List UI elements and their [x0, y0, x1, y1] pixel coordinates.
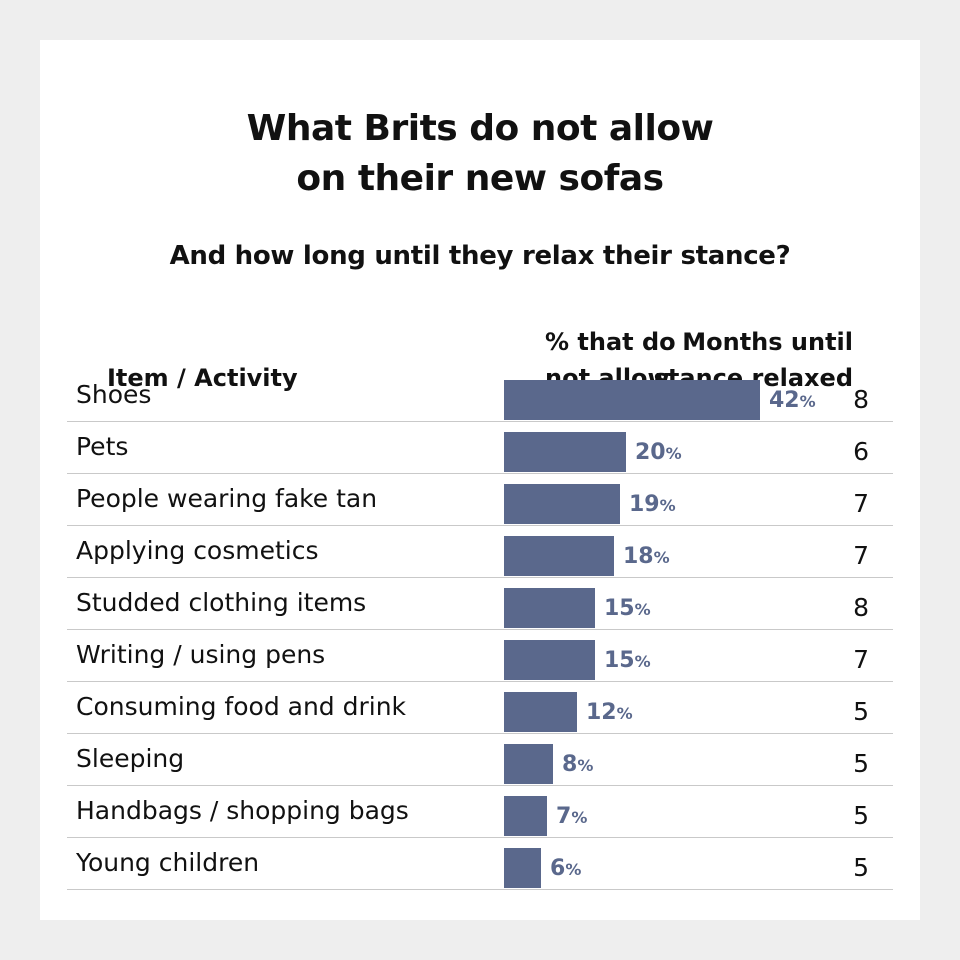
- category-label: Shoes: [76, 380, 152, 409]
- data-label: 18%: [623, 544, 670, 569]
- category-label: Young children: [76, 848, 260, 877]
- category-label: Applying cosmetics: [76, 536, 319, 565]
- months-value: 7: [853, 541, 869, 570]
- chart-title: What Brits do not allow on their new sof…: [40, 104, 920, 204]
- table-row: Handbags / shopping bags 7% 5: [67, 786, 893, 838]
- months-value: 8: [853, 385, 869, 414]
- bar: [504, 796, 547, 836]
- data-label: 15%: [604, 648, 651, 673]
- months-value: 8: [853, 593, 869, 622]
- bar: [504, 432, 626, 472]
- data-label: 8%: [562, 752, 594, 777]
- column-header-months-line-1: Months until: [682, 328, 853, 356]
- column-header-item: Item / Activity: [107, 364, 298, 392]
- months-value: 5: [853, 801, 869, 830]
- months-value: 5: [853, 697, 869, 726]
- category-label: Pets: [76, 432, 129, 461]
- table-row: Young children 6% 5: [67, 838, 893, 890]
- category-label: Handbags / shopping bags: [76, 796, 409, 825]
- bar: [504, 744, 553, 784]
- table-row: Shoes 42% 8: [67, 370, 893, 422]
- category-label: Studded clothing items: [76, 588, 367, 617]
- months-value: 7: [853, 489, 869, 518]
- bar: [504, 536, 614, 576]
- months-value: 5: [853, 749, 869, 778]
- category-label: Writing / using pens: [76, 640, 326, 669]
- bar: [504, 380, 760, 420]
- bar: [504, 484, 620, 524]
- chart-rows: Shoes 42% 8 Pets 20% 6 People wearing fake tan…: [67, 370, 893, 890]
- table-row: Consuming food and drink 12% 5: [67, 682, 893, 734]
- table-row: Pets 20% 6: [67, 422, 893, 474]
- months-value: 7: [853, 645, 869, 674]
- data-label: 15%: [604, 596, 651, 621]
- chart-card: What Brits do not allow on their new sof…: [40, 40, 920, 920]
- table-row: Sleeping 8% 5: [67, 734, 893, 786]
- data-label: 42%: [769, 388, 816, 413]
- table-row: Applying cosmetics 18% 7: [67, 526, 893, 578]
- chart-title-line-1: What Brits do not allow: [246, 108, 714, 149]
- chart-subtitle: And how long until they relax their stan…: [169, 241, 791, 271]
- months-value: 6: [853, 437, 869, 466]
- bar: [504, 588, 595, 628]
- bar: [504, 848, 541, 888]
- data-label: 12%: [586, 700, 633, 725]
- table-row: Studded clothing items 15% 8: [67, 578, 893, 630]
- bar: [504, 692, 577, 732]
- category-label: Sleeping: [76, 744, 185, 773]
- months-value: 5: [853, 853, 869, 882]
- chart-title-line-2: on their new sofas: [296, 158, 664, 199]
- category-label: People wearing fake tan: [76, 484, 378, 513]
- category-label: Consuming food and drink: [76, 692, 407, 721]
- data-label: 7%: [556, 804, 588, 829]
- data-label: 6%: [550, 856, 582, 881]
- data-label: 19%: [629, 492, 676, 517]
- data-label: 20%: [635, 440, 682, 465]
- bar: [504, 640, 595, 680]
- table-row: Writing / using pens 15% 7: [67, 630, 893, 682]
- column-header-percent-line-1: % that do: [545, 328, 676, 356]
- table-row: People wearing fake tan 19% 7: [67, 474, 893, 526]
